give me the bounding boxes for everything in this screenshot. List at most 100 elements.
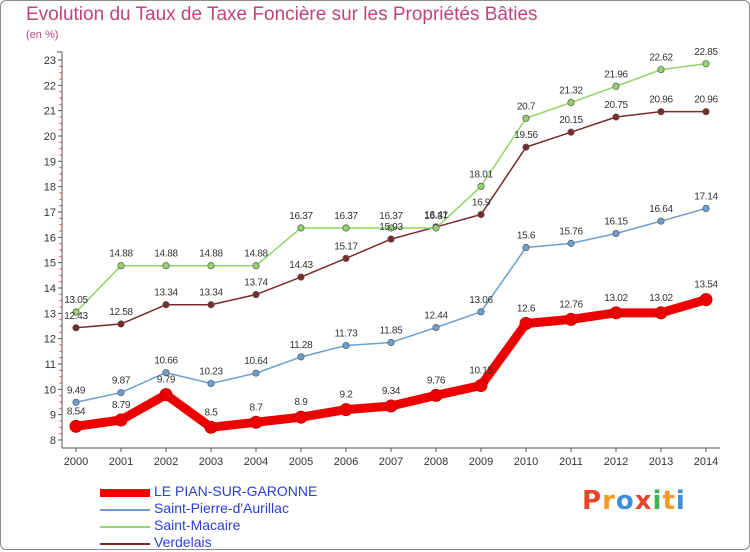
data-label: 19.56 <box>514 130 538 141</box>
y-tick-label: 12 <box>44 334 56 346</box>
data-label: 10.23 <box>199 367 223 378</box>
data-point <box>162 369 170 377</box>
data-point <box>387 224 395 232</box>
data-label: 8.9 <box>294 397 308 408</box>
data-label: 8.7 <box>249 402 263 413</box>
data-label: 13.05 <box>64 295 88 306</box>
data-label: 20.96 <box>649 95 673 106</box>
x-tick-label: 2011 <box>559 456 583 468</box>
data-label: 15.76 <box>559 226 583 237</box>
data-point <box>432 224 440 232</box>
data-label: 10.64 <box>244 356 268 367</box>
data-point <box>162 262 170 270</box>
data-label: 9.2 <box>339 390 353 401</box>
data-label: 17.14 <box>694 191 718 202</box>
x-tick-label: 2006 <box>334 456 358 468</box>
data-point <box>117 389 125 397</box>
data-point <box>657 108 665 116</box>
legend-item: Verdelais <box>100 534 400 552</box>
data-point <box>207 379 215 388</box>
data-point <box>72 324 80 332</box>
data-point <box>429 388 443 402</box>
data-point <box>72 398 80 406</box>
data-point <box>567 128 575 136</box>
data-label: 14.88 <box>154 249 178 260</box>
data-point <box>342 224 350 232</box>
data-label: 10.66 <box>154 356 178 367</box>
data-point <box>297 224 305 232</box>
data-label: 22.85 <box>694 47 718 58</box>
legend-swatch <box>100 508 150 511</box>
data-point <box>432 323 440 332</box>
data-point <box>387 338 395 347</box>
data-label: 11.85 <box>380 325 404 336</box>
legend-label: Verdelais <box>154 534 212 550</box>
data-label: 11.28 <box>290 340 314 351</box>
data-label: 14.88 <box>109 249 133 260</box>
x-tick-label: 2007 <box>379 456 403 468</box>
data-point <box>339 403 353 417</box>
data-point <box>702 108 710 116</box>
data-point <box>699 293 713 307</box>
data-label: 14.88 <box>244 249 268 260</box>
y-tick-label: 8 <box>50 435 56 447</box>
y-tick-label: 22 <box>44 80 56 92</box>
data-label: 13.74 <box>244 278 268 289</box>
x-tick-label: 2003 <box>199 456 223 468</box>
data-label: 12.43 <box>64 311 88 322</box>
data-point <box>474 379 488 393</box>
data-label: 9.76 <box>427 375 446 386</box>
data-label: 15.93 <box>379 222 403 233</box>
data-label: 13.02 <box>649 293 673 304</box>
data-label: 15.17 <box>334 241 358 252</box>
data-point <box>207 301 215 309</box>
data-label: 8.5 <box>204 407 218 418</box>
data-point <box>567 239 575 247</box>
data-point <box>252 262 260 270</box>
data-label: 9.34 <box>382 386 401 397</box>
data-point <box>387 235 395 243</box>
legend-label: Saint-Macaire <box>154 517 241 533</box>
data-label: 12.58 <box>109 307 133 318</box>
y-tick-label: 13 <box>44 308 56 320</box>
data-label: 21.96 <box>604 69 628 80</box>
data-point <box>252 369 260 377</box>
data-point <box>657 66 665 74</box>
data-label: 12.76 <box>559 299 583 310</box>
y-tick-label: 15 <box>44 258 56 270</box>
legend-label: Saint-Pierre-d'Aurillac <box>154 500 289 516</box>
data-label: 20.75 <box>604 100 628 111</box>
data-label: 13.06 <box>469 295 493 306</box>
x-tick-label: 2014 <box>694 456 718 468</box>
data-point <box>609 306 623 320</box>
data-point <box>297 273 305 281</box>
data-point <box>342 341 350 350</box>
y-tick-label: 14 <box>44 283 56 295</box>
data-point <box>72 308 80 316</box>
y-tick-label: 11 <box>45 359 56 371</box>
logo-letter: i <box>652 486 663 516</box>
data-point <box>159 388 173 402</box>
data-label: 12.6 <box>517 303 536 314</box>
data-label: 16.64 <box>649 204 673 215</box>
data-label: 9.49 <box>67 385 86 396</box>
data-label: 16.41 <box>424 210 448 221</box>
data-point <box>522 143 530 151</box>
data-label: 16.9 <box>472 198 491 209</box>
y-tick-label: 19 <box>44 156 56 168</box>
x-tick-label: 2012 <box>604 456 628 468</box>
y-tick-label: 9 <box>50 410 56 422</box>
legend-swatch <box>100 542 150 545</box>
data-point <box>207 262 215 270</box>
data-point <box>297 353 305 361</box>
logo-letter: r <box>602 486 616 516</box>
y-tick-label: 17 <box>44 207 56 219</box>
data-label: 22.62 <box>649 53 673 64</box>
data-label: 13.54 <box>694 280 718 291</box>
y-tick-label: 10 <box>44 384 56 396</box>
data-point <box>522 114 530 122</box>
x-tick-label: 2013 <box>649 456 673 468</box>
data-label: 20.15 <box>559 115 583 126</box>
